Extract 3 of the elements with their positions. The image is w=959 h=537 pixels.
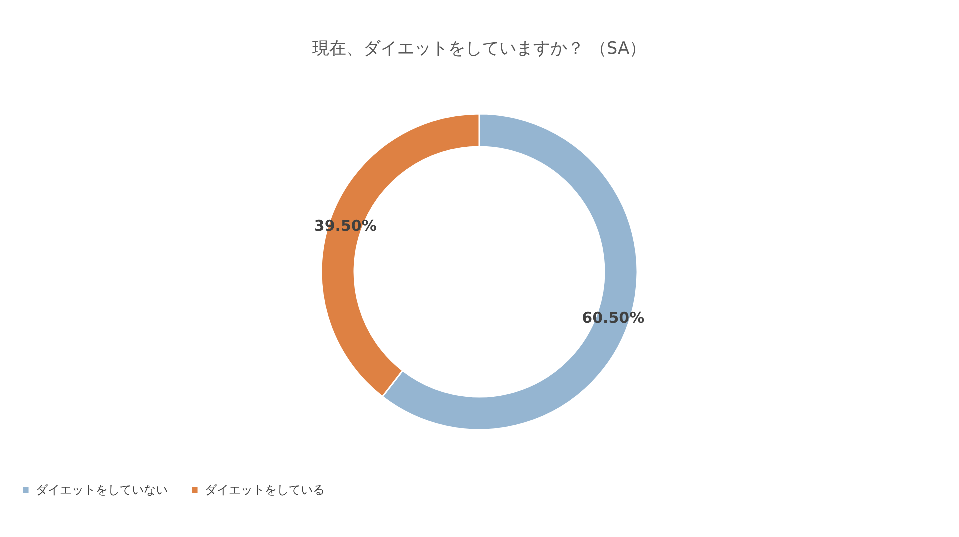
chart-title: 現在、ダイエットをしていますか？ （SA） xyxy=(312,39,647,59)
legend-label: ダイエットをしている xyxy=(205,483,325,498)
legend-label: ダイエットをしていない xyxy=(36,483,168,498)
